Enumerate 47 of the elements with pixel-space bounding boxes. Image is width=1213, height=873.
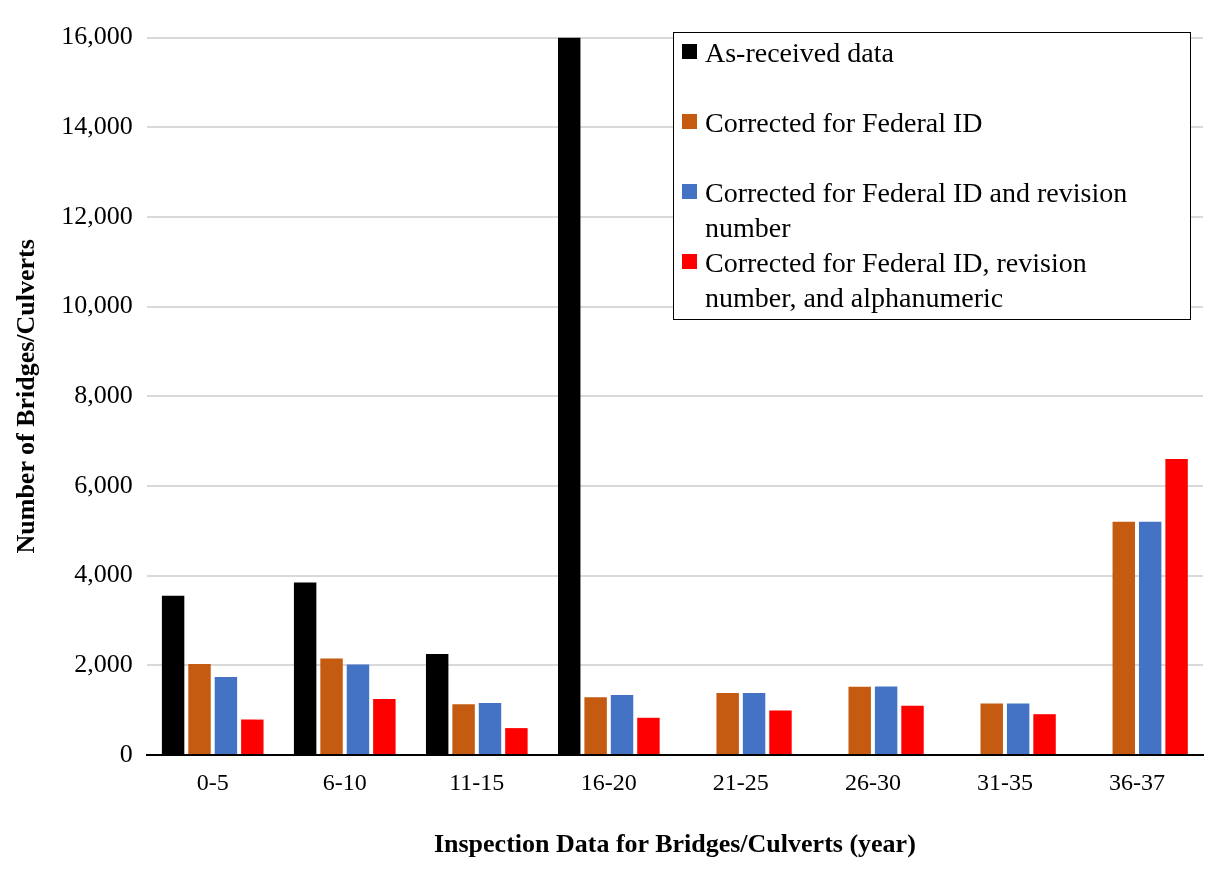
y-tick-label: 0 (119, 738, 133, 768)
bar (1138, 521, 1162, 754)
y-tick-label: 12,000 (61, 200, 133, 230)
x-tick-label: 36-37 (1108, 768, 1165, 795)
bar (505, 728, 528, 754)
bar (1165, 459, 1188, 754)
x-tick-label: 26-30 (844, 768, 901, 795)
x-axis-title: Inspection Data for Bridges/Culverts (year) (433, 829, 916, 859)
bar (1033, 714, 1056, 754)
bar (241, 719, 264, 754)
bar (874, 686, 898, 754)
bar (188, 663, 211, 754)
bar (980, 703, 1003, 754)
bar (1006, 703, 1030, 754)
bar (901, 705, 924, 754)
bar (637, 717, 660, 754)
x-tick-label: 16-20 (580, 768, 637, 795)
legend-label: Corrected for Federal ID (705, 106, 983, 140)
x-tick-label: 0-5 (196, 768, 229, 795)
legend-label: Corrected for Federal ID, revision number, and alphanumeric (705, 246, 1088, 315)
y-tick-label: 6,000 (74, 469, 133, 499)
bar (716, 693, 739, 754)
bar (769, 710, 792, 754)
bar (1112, 521, 1135, 754)
bar (848, 686, 871, 754)
bar (320, 658, 343, 754)
x-tick-label: 31-35 (976, 768, 1033, 795)
bar (373, 698, 396, 754)
y-tick-label: 10,000 (61, 290, 133, 320)
y-tick-label: 14,000 (61, 111, 133, 141)
y-axis-title: Number of Bridges/Culverts (11, 239, 41, 554)
x-tick-label: 21-25 (712, 768, 769, 795)
bar (610, 694, 634, 754)
x-tick-label: 6-10 (322, 768, 367, 795)
legend-label: As-received data (705, 36, 894, 70)
legend-label: Corrected for Federal ID and revision number (705, 176, 1129, 245)
bar (452, 704, 475, 754)
bar (478, 702, 502, 754)
bar (742, 693, 766, 754)
y-tick-label: 2,000 (74, 649, 133, 679)
bar (584, 697, 607, 754)
bar (214, 676, 238, 754)
y-tick-label: 16,000 (61, 21, 133, 51)
bar (346, 664, 370, 754)
x-tick-label: 11-15 (449, 768, 505, 795)
y-tick-label: 8,000 (74, 380, 133, 410)
y-tick-label: 4,000 (74, 559, 133, 589)
